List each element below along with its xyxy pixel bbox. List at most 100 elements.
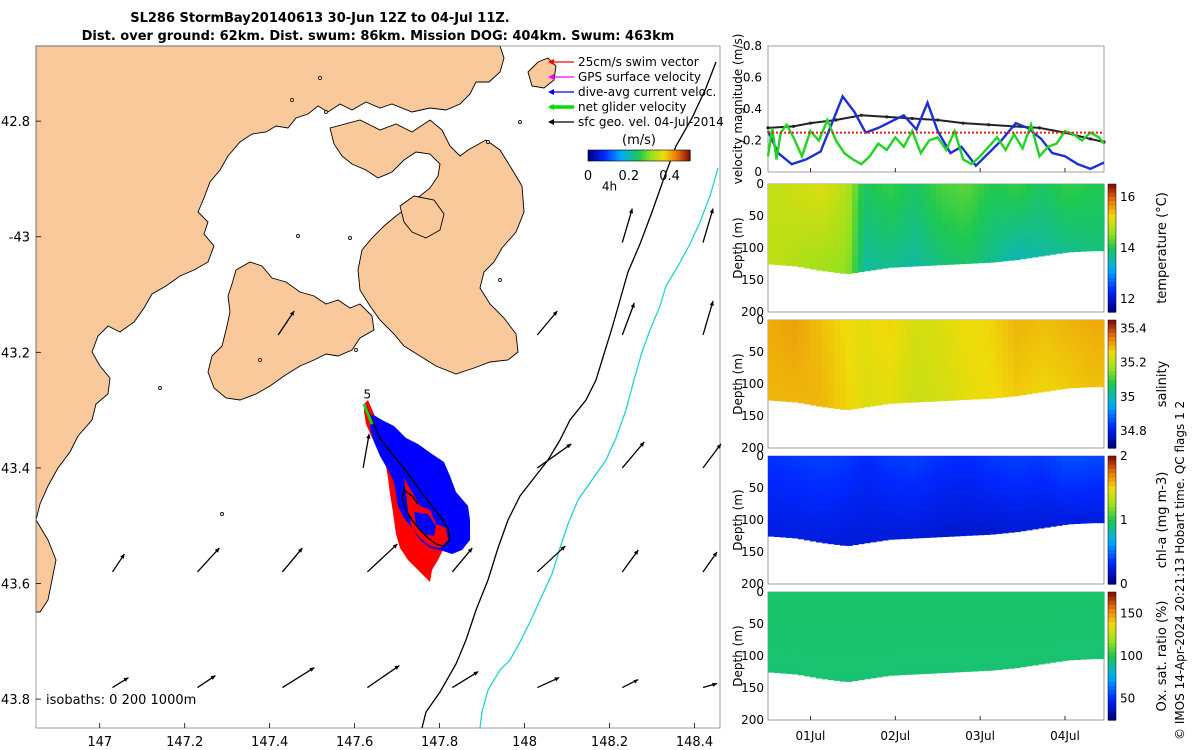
heatmap-cell: [1008, 510, 1015, 517]
heatmap-cell: [822, 499, 829, 507]
heatmap-cell: [960, 195, 967, 202]
heatmap-cell: [1080, 508, 1087, 515]
current-vector: [197, 675, 216, 689]
heatmap-cell: [966, 320, 973, 327]
heatmap-cell: [810, 622, 817, 629]
heatmap-cell: [816, 511, 823, 518]
islet: [354, 348, 358, 352]
heatmap-cell: [918, 366, 925, 374]
heatmap-cell: [912, 355, 919, 362]
heatmap-cell: [966, 336, 973, 344]
heatmap-cell: [834, 474, 841, 482]
heatmap-cell: [900, 639, 907, 646]
heatmap-cell: [1008, 515, 1015, 522]
heatmap-cell: [912, 467, 919, 475]
heatmap-cell: [924, 230, 931, 237]
heatmap-cell: [1020, 629, 1027, 636]
heatmap-cell: [816, 610, 823, 618]
heatmap-cell: [1002, 483, 1009, 490]
heatmap-cell: [846, 617, 853, 625]
heatmap-cell: [846, 351, 853, 359]
vector-head: [289, 310, 295, 316]
heatmap-cell: [984, 500, 991, 507]
heatmap-cell: [1086, 358, 1093, 364]
heatmap-cell: [1014, 336, 1021, 343]
heatmap-cell: [888, 237, 895, 244]
heatmap-cell: [978, 461, 985, 468]
heatmap-cell: [828, 642, 835, 649]
heatmap-cell: [906, 325, 913, 333]
heatmap-cell: [948, 620, 955, 627]
credit-text: © IMOS 14-Apr-2024 20:21:13 Hobart time.…: [1173, 401, 1187, 740]
heatmap-cell: [864, 641, 871, 649]
heatmap-cell: [768, 320, 775, 327]
heatmap-cell: [786, 502, 793, 509]
heatmap-cell: [912, 207, 919, 214]
heatmap-cell: [1020, 215, 1027, 222]
heatmap-cell: [1080, 343, 1087, 350]
heatmap-cell: [978, 608, 985, 616]
heatmap-cell: [1026, 205, 1033, 211]
legend-label: GPS surface velocity: [578, 70, 701, 84]
heatmap-cell: [1098, 184, 1105, 190]
heatmap-cell: [852, 202, 859, 210]
heatmap-cell: [858, 196, 865, 204]
heatmap-cell: [816, 332, 823, 340]
heatmap-cell: [1056, 379, 1063, 385]
heatmap-cell: [1014, 629, 1021, 636]
heatmap-cell: [798, 491, 805, 498]
heatmap-colorbar-cell: [1108, 545, 1116, 551]
heatmap-cell: [780, 241, 787, 249]
heatmap-cell: [864, 320, 871, 327]
heatmap-cell: [972, 478, 979, 485]
heatmap-cell: [876, 658, 883, 666]
heatmap-cell: [1002, 613, 1009, 621]
heatmap-cell: [990, 375, 997, 382]
heatmap-cell: [1050, 204, 1057, 210]
heatmap-cell: [816, 665, 823, 673]
heatmap-cell: [1008, 352, 1015, 359]
heatmap-cell: [1044, 249, 1051, 256]
heatmap-cell: [918, 253, 925, 261]
heatmap-cell: [924, 502, 931, 509]
heatmap-cell: [1044, 612, 1051, 618]
heatmap-cell: [984, 342, 991, 349]
heatmap-cell: [960, 654, 967, 661]
heatmap-cell: [960, 229, 967, 236]
heatmap-cell: [1086, 362, 1093, 369]
heatmap-cell: [768, 473, 775, 480]
heatmap-cell: [798, 627, 805, 634]
heatmap-cell: [792, 638, 799, 646]
heatmap-cell: [1008, 483, 1015, 490]
heatmap-cell: [876, 374, 883, 382]
heatmap-cell: [894, 337, 901, 345]
heatmap-cell: [978, 200, 985, 208]
heatmap-cell: [774, 342, 781, 350]
heatmap-cell: [1080, 513, 1087, 519]
heatmap-cell: [1080, 382, 1087, 388]
heatmap-cell: [774, 666, 781, 674]
current-vector: [537, 676, 560, 689]
heatmap-cell: [1002, 336, 1009, 343]
heatmap-cell: [1044, 239, 1051, 246]
heatmap-cell: [864, 474, 871, 482]
heatmap-colorbar-cell: [1108, 299, 1116, 305]
heatmap-cell: [936, 638, 943, 645]
heatmap-cell: [822, 245, 829, 253]
heatmap-cell: [960, 592, 967, 599]
heatmap-cell: [768, 252, 775, 259]
heatmap-cell: [828, 351, 835, 359]
heatmap-cell: [924, 592, 931, 599]
heatmap-cell: [990, 228, 997, 235]
heatmap-cell: [1056, 470, 1063, 477]
heatmap-cell: [804, 337, 811, 345]
heatmap-cell: [972, 331, 979, 338]
heatmap-cell: [1002, 369, 1009, 376]
heatmap-cell: [954, 337, 961, 344]
heatmap-cell: [804, 497, 811, 505]
heatmap-cell: [918, 184, 925, 191]
heatmap-cell: [810, 398, 817, 406]
track-red-inner: [404, 478, 448, 548]
heatmap-cell: [1074, 596, 1081, 603]
heatmap-cell: [1056, 238, 1063, 244]
